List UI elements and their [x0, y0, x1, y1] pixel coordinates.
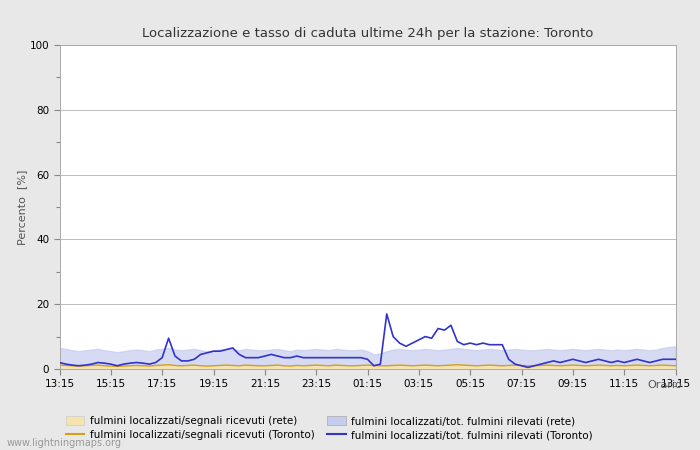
Title: Localizzazione e tasso di caduta ultime 24h per la stazione: Toronto: Localizzazione e tasso di caduta ultime …: [142, 27, 593, 40]
Text: www.lightningmaps.org: www.lightningmaps.org: [7, 438, 122, 448]
Legend: fulmini localizzati/segnali ricevuti (rete), fulmini localizzati/segnali ricevut: fulmini localizzati/segnali ricevuti (re…: [66, 416, 592, 440]
Text: Orario: Orario: [648, 380, 682, 390]
Y-axis label: Percento  [%]: Percento [%]: [17, 169, 27, 245]
